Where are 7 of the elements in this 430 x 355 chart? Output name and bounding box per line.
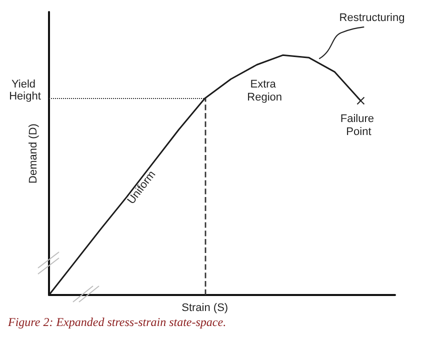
y-axis-title: Demand (D)	[28, 124, 40, 184]
text: Restructuring	[339, 12, 405, 24]
x-axis-title: Strain (S)	[182, 302, 228, 314]
ref-line-label: Yield Height	[9, 78, 41, 102]
annotation: Failure Point	[340, 113, 378, 138]
annotation: Extra Region	[247, 78, 282, 104]
caption: Figure 2: Expanded stress-strain state-space.	[7, 315, 226, 329]
